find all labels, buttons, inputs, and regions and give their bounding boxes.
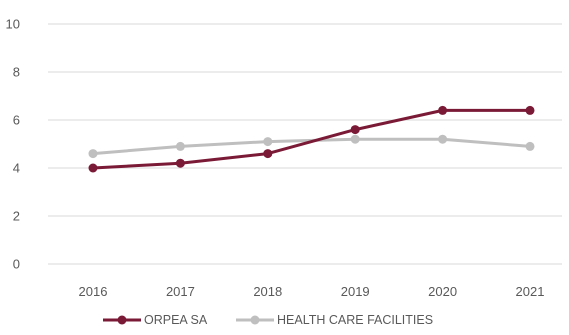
legend: ORPEA SA HEALTH CARE FACILITIES xyxy=(103,313,433,327)
y-tick-label: 10 xyxy=(6,17,20,32)
data-point-orpea-sa xyxy=(350,125,360,135)
series-orpea-sa xyxy=(88,105,535,173)
y-axis-tick-labels: 0 2 4 6 8 10 xyxy=(6,17,20,272)
data-point-health-care-facilities xyxy=(525,141,535,151)
x-tick-label: 2020 xyxy=(428,284,457,299)
y-tick-label: 4 xyxy=(13,161,20,176)
legend-label: HEALTH CARE FACILITIES xyxy=(277,313,433,327)
y-tick-label: 0 xyxy=(13,257,20,272)
series-health-care-facilities xyxy=(88,134,535,159)
data-point-health-care-facilities xyxy=(88,149,98,159)
y-tick-label: 6 xyxy=(13,113,20,128)
data-point-orpea-sa xyxy=(438,105,448,115)
legend-item: ORPEA SA xyxy=(103,313,208,327)
data-point-orpea-sa xyxy=(175,158,185,168)
x-tick-label: 2017 xyxy=(166,284,195,299)
x-axis-tick-labels: 2016 2017 2018 2019 2020 2021 xyxy=(79,284,545,299)
data-point-health-care-facilities xyxy=(438,134,448,144)
gridlines xyxy=(48,23,562,265)
legend-item: HEALTH CARE FACILITIES xyxy=(236,313,433,327)
x-tick-label: 2016 xyxy=(79,284,108,299)
data-point-orpea-sa xyxy=(88,163,98,173)
data-point-health-care-facilities xyxy=(263,137,273,147)
data-point-orpea-sa xyxy=(263,149,273,159)
y-tick-label: 8 xyxy=(13,65,20,80)
x-tick-label: 2019 xyxy=(341,284,370,299)
series-lines xyxy=(88,105,535,173)
data-point-health-care-facilities xyxy=(175,141,185,151)
series-line-orpea-sa xyxy=(91,108,532,170)
legend-swatch-marker xyxy=(117,315,127,325)
x-tick-label: 2021 xyxy=(516,284,545,299)
data-point-orpea-sa xyxy=(525,105,535,115)
legend-swatch-marker xyxy=(250,315,260,325)
data-point-health-care-facilities xyxy=(350,134,360,144)
legend-label: ORPEA SA xyxy=(144,313,208,327)
y-tick-label: 2 xyxy=(13,209,20,224)
x-tick-label: 2018 xyxy=(253,284,282,299)
